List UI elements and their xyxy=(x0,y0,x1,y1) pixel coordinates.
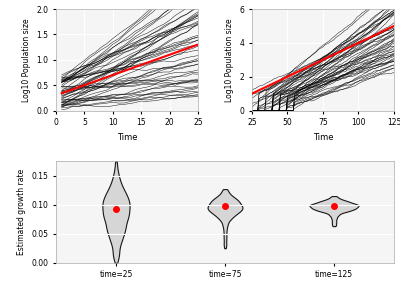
Y-axis label: Log10 Population size: Log10 Population size xyxy=(22,18,31,101)
X-axis label: Time: Time xyxy=(117,133,137,142)
X-axis label: Time: Time xyxy=(313,133,333,142)
Y-axis label: Estimated growth rate: Estimated growth rate xyxy=(17,169,26,255)
Y-axis label: Log10 Population size: Log10 Population size xyxy=(225,18,234,101)
